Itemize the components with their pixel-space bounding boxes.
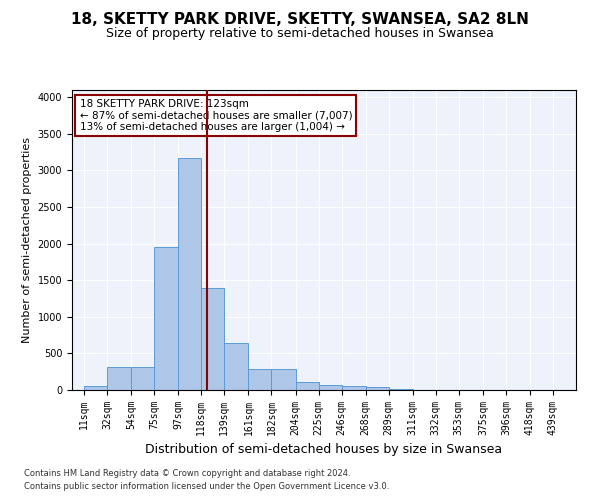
X-axis label: Distribution of semi-detached houses by size in Swansea: Distribution of semi-detached houses by … — [145, 444, 503, 456]
Bar — [131, 366, 154, 390]
Text: 18, SKETTY PARK DRIVE, SKETTY, SWANSEA, SA2 8LN: 18, SKETTY PARK DRIVE, SKETTY, SWANSEA, … — [71, 12, 529, 28]
Bar — [224, 343, 248, 390]
Bar — [154, 246, 178, 390]
Y-axis label: Number of semi-detached properties: Number of semi-detached properties — [22, 137, 32, 343]
Text: Contains public sector information licensed under the Open Government Licence v3: Contains public sector information licen… — [24, 482, 389, 491]
Bar — [271, 369, 296, 390]
Bar — [201, 288, 224, 390]
Bar — [178, 158, 201, 390]
Bar — [365, 387, 389, 390]
Bar — [84, 386, 107, 390]
Text: Size of property relative to semi-detached houses in Swansea: Size of property relative to semi-detach… — [106, 28, 494, 40]
Bar — [319, 385, 341, 390]
Bar — [341, 386, 365, 390]
Text: Contains HM Land Registry data © Crown copyright and database right 2024.: Contains HM Land Registry data © Crown c… — [24, 468, 350, 477]
Bar — [248, 369, 271, 390]
Bar — [107, 366, 131, 390]
Text: 18 SKETTY PARK DRIVE: 123sqm
← 87% of semi-detached houses are smaller (7,007)
1: 18 SKETTY PARK DRIVE: 123sqm ← 87% of se… — [80, 99, 352, 132]
Bar — [296, 382, 319, 390]
